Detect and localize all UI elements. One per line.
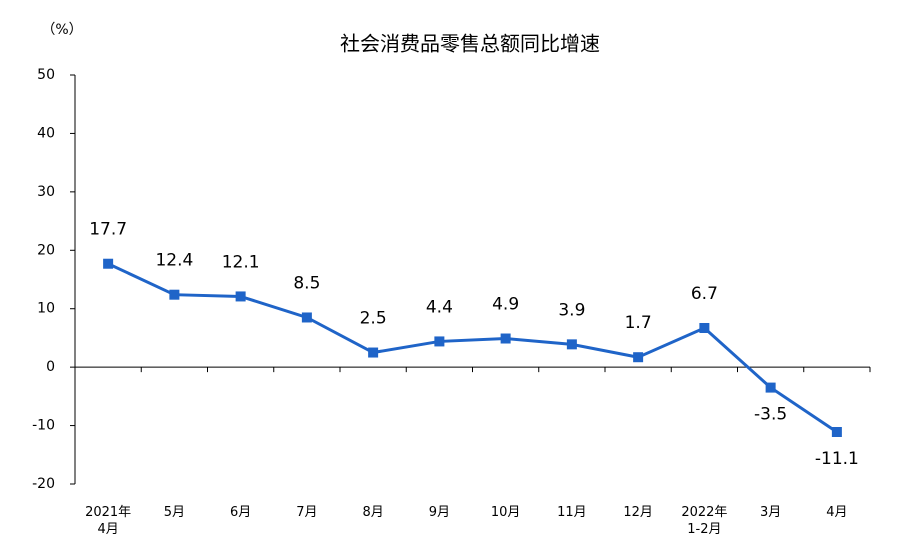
- marker: [566, 339, 577, 350]
- marker: [103, 258, 114, 269]
- chart-title: 社会消费品零售总额同比增速: [340, 32, 600, 56]
- marker: [301, 312, 312, 323]
- x-tick-label: 4月: [826, 505, 847, 520]
- x-tick-label: 10月: [491, 505, 521, 520]
- x-tick-label: 5月: [164, 505, 185, 520]
- marker: [235, 291, 246, 302]
- data-label: -3.5: [754, 405, 787, 425]
- x-tick-label: 2021年 4月: [85, 505, 131, 537]
- data-label: 8.5: [293, 273, 320, 293]
- y-tick-label: 30: [37, 184, 55, 200]
- data-label: 4.4: [426, 297, 453, 317]
- y-axis-label: （%）: [41, 22, 82, 38]
- y-tick-label: 40: [37, 125, 55, 141]
- marker: [500, 333, 511, 344]
- marker: [831, 426, 842, 437]
- marker: [699, 322, 710, 333]
- x-tick-label: 12月: [623, 505, 653, 520]
- y-tick-label: 50: [37, 67, 55, 83]
- x-tick-label: 9月: [429, 505, 450, 520]
- data-label: -11.1: [815, 449, 859, 469]
- data-label: 4.9: [492, 295, 519, 315]
- data-label: 12.4: [155, 251, 193, 271]
- y-tick-label: -10: [32, 418, 55, 434]
- data-label: 6.7: [691, 284, 718, 304]
- y-tick-label: -20: [32, 476, 55, 492]
- x-tick-label: 7月: [296, 505, 317, 520]
- data-label: 12.1: [222, 252, 260, 272]
- x-tick-label: 11月: [557, 505, 587, 520]
- data-label: 3.9: [558, 300, 585, 320]
- y-tick-label: 20: [37, 242, 55, 258]
- y-tick-label: 0: [46, 359, 55, 375]
- line: [107, 262, 838, 434]
- data-label: 1.7: [625, 313, 652, 333]
- x-tick-label: 8月: [362, 505, 383, 520]
- marker: [765, 382, 776, 393]
- data-label: 17.7: [89, 220, 127, 240]
- y-tick-label: 10: [37, 301, 55, 317]
- marker: [169, 289, 180, 300]
- marker: [368, 347, 379, 358]
- x-tick-label: 2022年 1-2月: [681, 505, 727, 537]
- x-tick-label: 3月: [760, 505, 781, 520]
- data-label: 2.5: [360, 309, 387, 329]
- marker: [434, 336, 445, 347]
- marker: [633, 352, 644, 363]
- x-tick-label: 6月: [230, 505, 251, 520]
